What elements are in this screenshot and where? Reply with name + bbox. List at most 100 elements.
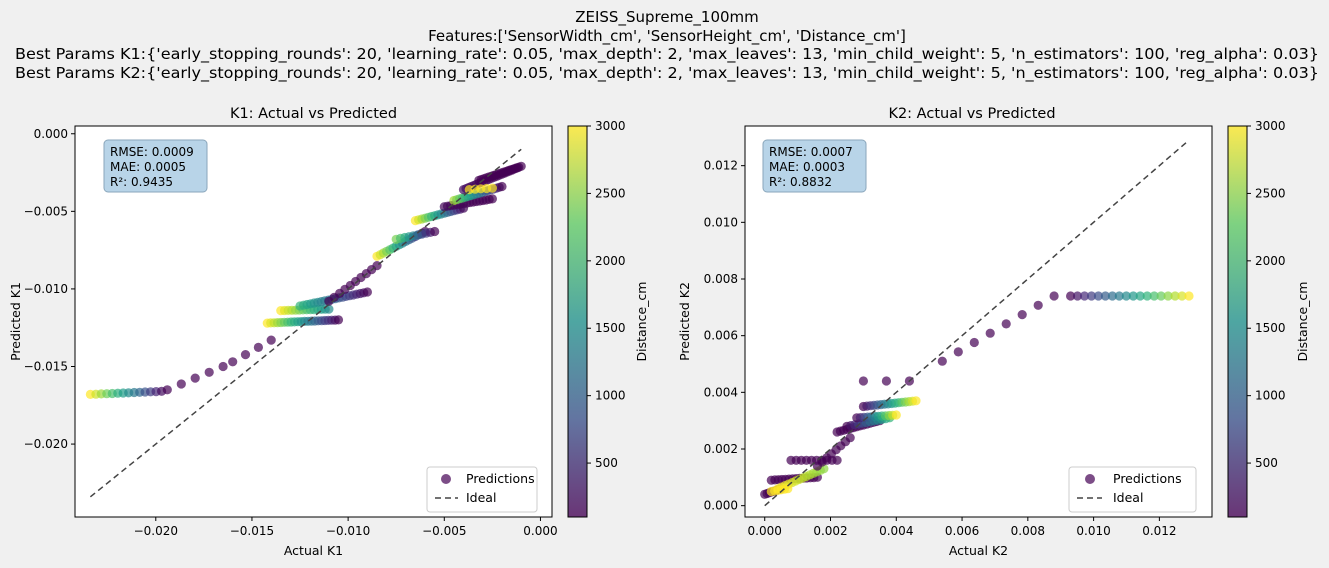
k2-prediction-point [1149,291,1159,301]
k1-x-axis-label: Actual K1 [284,543,343,558]
k1-prediction-point [190,373,200,383]
k1-prediction-point [240,350,251,360]
k1-colorbar-tick-label: 500 [595,456,618,470]
k2-prediction-point [858,376,869,386]
k2-prediction-point [937,356,947,366]
k2-panel: K2: Actual vs Predicted 0.000 0.002 0.004 0… [677,106,1310,558]
k1-axes-frame [74,125,553,518]
k2-axes-frame [744,125,1213,518]
k1-plot-title: K1: Actual vs Predicted [230,106,397,122]
k1-x-tick-label: −0.015 [230,524,274,538]
k2-y-axis-label: Predicted K2 [677,282,692,361]
k2-prediction-point [985,328,995,338]
k2-stats-box: RMSE: 0.0007 MAE: 0.0003 R²: 0.8832 [762,139,867,193]
k2-y-tick-label: 0.006 [704,329,738,343]
k1-colorbar-ticks: 500 1000 1500 2000 2500 3000 [587,119,626,470]
k1-y-tick-label: −0.010 [24,282,68,296]
k2-colorbar-tick-label: 2000 [1255,254,1286,268]
k2-y-tick-label: 0.010 [704,215,738,229]
k1-colorbar-tick-label: 2500 [595,186,626,200]
k1-colorbar-gradient [567,125,588,518]
k2-stats-box-bg [762,139,867,193]
k2-stats-rmse: RMSE: 0.0007 [769,145,853,159]
k2-x-tick-label: 0.010 [1076,524,1110,538]
k1-colorbar-tick-label: 1000 [595,389,626,403]
k2-prediction-point [783,484,793,494]
k1-ideal-line [89,148,522,498]
k1-prediction-point [218,361,228,372]
k2-legend-predictions: Predictions [1113,471,1182,486]
k1-panel: K1: Actual vs Predicted −0.020 −0.015 −0.0… [8,106,649,558]
k1-stats-r2: R²: 0.9435 [110,175,173,189]
k2-prediction-point [845,433,855,443]
k2-colorbar: 500 1000 1500 2000 2500 3000 Distance_cm [1227,119,1310,518]
k1-colorbar-tick-label: 2000 [595,254,626,268]
k2-prediction-point [832,455,842,465]
k1-x-tick-label: −0.010 [326,524,370,538]
k1-stats-box: RMSE: 0.0009 MAE: 0.0005 R²: 0.9435 [103,139,208,193]
k1-markers [85,161,526,399]
k2-colorbar-tick-label: 1000 [1255,389,1286,403]
k1-legend-ideal: Ideal [466,490,496,505]
k2-prediction-point [1163,291,1173,301]
k2-prediction-point [1184,291,1194,301]
k2-prediction-point [1049,291,1059,301]
k2-prediction-point [911,396,921,406]
k1-prediction-point [487,194,497,204]
k1-y-tick-label: −0.005 [24,204,68,218]
k1-y-tick-label: −0.020 [24,437,68,451]
k2-colorbar-gradient [1227,125,1248,518]
k1-prediction-point [204,367,214,377]
k2-plot-title: K2: Actual vs Predicted [888,106,1055,122]
k1-prediction-point [228,357,238,367]
k1-x-ticks: −0.020 −0.015 −0.010 −0.005 0.000 [134,517,558,538]
k1-y-tick-label: 0.000 [34,127,68,141]
k1-legend-box [426,466,538,513]
suptitle-line-2: Features:['SensorWidth_cm', 'SensorHeigh… [428,27,906,46]
k2-prediction-point [1128,291,1138,301]
k2-colorbar-tick-label: 3000 [1255,119,1286,133]
k2-y-tick-label: 0.000 [704,499,738,513]
k1-legend-marker [441,474,451,484]
k2-colorbar-tick-label: 500 [1255,456,1278,470]
k1-colorbar-tick-label: 3000 [595,119,626,133]
k2-colorbar-label: Distance_cm [1295,282,1310,362]
k1-prediction-point [253,342,263,352]
k2-prediction-point [953,347,963,357]
k2-prediction-point [1107,291,1117,301]
k1-colorbar-label: Distance_cm [634,282,649,362]
k2-prediction-point [1001,319,1011,329]
k2-prediction-point [1017,310,1027,320]
k2-y-tick-label: 0.002 [704,442,738,456]
k2-ideal-line [764,139,1190,507]
k2-x-tick-label: 0.012 [1142,524,1176,538]
k1-y-tick-label: −0.015 [24,359,68,373]
k1-x-tick-label: −0.020 [134,524,178,538]
k2-prediction-point [1135,291,1145,301]
k2-prediction-point [1100,291,1110,301]
k1-y-axis-label: Predicted K1 [8,282,23,361]
k2-y-tick-label: 0.004 [704,385,738,399]
k1-prediction-point [497,181,507,192]
k2-x-tick-label: 0.000 [748,524,782,538]
k2-y-tick-label: 0.008 [704,272,738,286]
k2-prediction-point [969,337,979,348]
k2-prediction-point [1079,291,1090,301]
k1-prediction-point [176,379,186,389]
k2-prediction-point [1093,291,1103,301]
k1-stats-rmse: RMSE: 0.0009 [110,145,194,159]
k1-prediction-point [487,183,497,193]
k2-prediction-point [1114,291,1124,301]
k2-colorbar-tick-label: 1500 [1255,321,1286,335]
k2-prediction-point [1170,291,1180,301]
k2-prediction-point [1121,291,1131,301]
k1-prediction-point [266,335,276,345]
k2-stats-mae: MAE: 0.0003 [769,160,845,174]
k2-prediction-point [1066,291,1076,301]
k1-stats-box-bg [103,139,208,193]
k2-prediction-point [1033,300,1043,310]
k2-colorbar-ticks: 500 1000 1500 2000 2500 3000 [1247,119,1286,470]
k2-stats-r2: R²: 0.8832 [769,175,832,189]
k2-legend: Predictions Ideal [1068,466,1197,513]
